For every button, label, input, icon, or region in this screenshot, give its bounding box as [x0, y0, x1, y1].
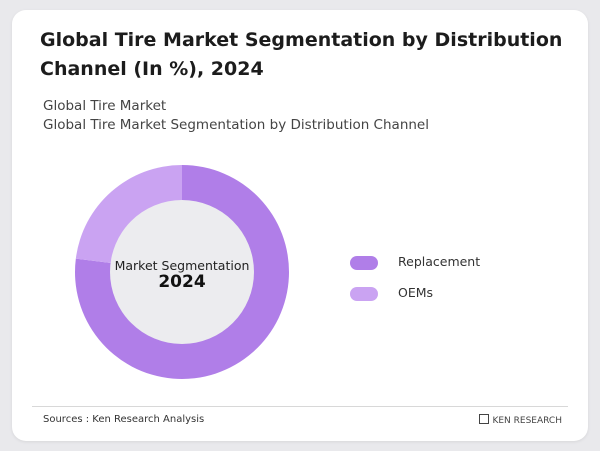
brand-mark-icon	[479, 414, 490, 424]
brand-text: KEN RESEARCH	[492, 416, 562, 426]
source-note: Sources : Ken Research Analysis	[43, 414, 205, 425]
subtitle-segmentation: Global Tire Market Segmentation by Distr…	[43, 117, 429, 133]
subtitle-market: Global Tire Market	[43, 98, 167, 114]
donut-hole	[110, 200, 254, 344]
donut-chart	[75, 165, 289, 379]
legend-label-oems: OEMs	[398, 285, 434, 300]
chart-title: Global Tire Market Segmentation by Distr…	[40, 29, 563, 80]
center-label: Market Segmentation	[114, 258, 250, 273]
legend-swatch-replacement	[350, 256, 378, 270]
footer-divider	[32, 406, 568, 407]
chart-card: Global Tire Market Segmentation by Distr…	[12, 10, 588, 441]
legend-swatch-oems	[350, 287, 378, 301]
legend-label-replacement: Replacement	[398, 254, 481, 269]
center-year: 2024	[158, 272, 206, 292]
brand-logo: KEN RESEARCH	[479, 414, 562, 426]
